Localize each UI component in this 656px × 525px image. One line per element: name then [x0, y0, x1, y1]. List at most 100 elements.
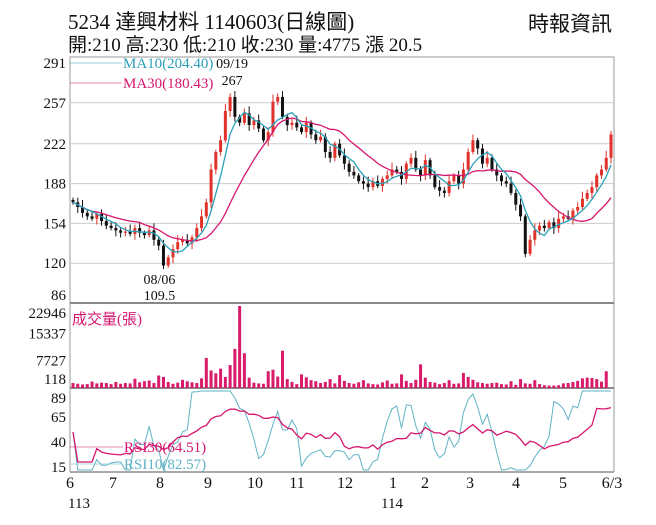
volume-bar: [204, 357, 208, 388]
x-tick-label: 4: [512, 475, 520, 492]
high-date-label: 09/19: [216, 57, 248, 72]
candle-body: [438, 187, 442, 191]
candle-body: [490, 157, 494, 170]
volume-bar: [528, 383, 532, 388]
volume-bar: [419, 364, 423, 388]
volume-bar: [366, 383, 370, 388]
candle-body: [247, 113, 251, 126]
candle-body: [204, 202, 208, 217]
candle-body: [366, 183, 370, 188]
rsi-tick-label: 65: [51, 410, 66, 426]
candle-body: [195, 228, 199, 238]
volume-bar: [209, 370, 213, 388]
volume-bar: [533, 380, 537, 388]
volume-bar: [452, 383, 456, 388]
volume-bar: [238, 306, 242, 388]
candle-body: [466, 151, 470, 170]
candle-body: [323, 136, 327, 152]
candle-body: [85, 212, 89, 217]
candle-body: [200, 216, 204, 229]
volume-bar: [223, 376, 227, 388]
volume-bar: [523, 383, 527, 388]
volume-bar: [595, 379, 599, 388]
candle-body: [238, 116, 242, 123]
candle-body: [266, 132, 270, 141]
volume-bar: [490, 383, 494, 388]
volume-bar: [352, 383, 356, 388]
volume-bar: [428, 381, 432, 388]
candle-body: [81, 207, 85, 213]
volume-bar: [181, 379, 185, 388]
volume-bar: [328, 379, 332, 388]
volume-bar: [261, 383, 265, 388]
volume-bar: [371, 384, 375, 388]
candle-body: [495, 169, 499, 176]
candle-body: [538, 225, 542, 231]
candle-body: [342, 155, 346, 164]
source-label: 時報資訊: [528, 12, 612, 36]
volume-bar: [466, 376, 470, 388]
year-label: 114: [381, 496, 403, 512]
candle-body: [523, 216, 527, 254]
volume-bar: [509, 381, 513, 388]
ma10-legend: MA10(204.40): [123, 56, 213, 72]
candle-body: [409, 157, 413, 164]
ma10-line: [72, 111, 612, 253]
candle-body: [390, 169, 394, 176]
x-tick-label: 6/3: [602, 475, 622, 492]
candle-body: [599, 169, 603, 176]
volume-bar: [304, 377, 308, 388]
chart-title: 5234 達興材料 1140603(日線圖): [68, 10, 355, 34]
price-tick-label: 222: [44, 137, 67, 153]
candle-body: [452, 175, 456, 182]
candle-body: [547, 222, 551, 229]
volume-bar: [157, 375, 161, 388]
candle-body: [290, 122, 294, 126]
candle-body: [119, 230, 123, 233]
volume-bar: [133, 378, 137, 388]
volume-bar: [309, 380, 313, 388]
low-value-label: 109.5: [144, 289, 176, 304]
candle-body: [433, 175, 437, 188]
price-tick-label: 154: [44, 216, 67, 232]
volume-bar: [480, 383, 484, 388]
volume-bar: [95, 383, 99, 388]
candle-body: [95, 214, 99, 219]
candle-body: [509, 183, 513, 193]
volume-bar: [599, 381, 603, 388]
volume-bar: [342, 380, 346, 388]
volume-bar: [561, 383, 565, 388]
volume-bar: [395, 383, 399, 388]
volume-bar: [300, 374, 304, 388]
volume-bar: [138, 382, 142, 388]
volume-bar: [347, 383, 351, 388]
candle-body: [138, 228, 142, 233]
candle-body: [423, 160, 427, 176]
candle-body: [242, 113, 246, 123]
volume-bar: [380, 382, 384, 388]
candle-body: [109, 225, 113, 229]
high-value-label: 267: [222, 74, 243, 89]
x-tick-label: 9: [204, 475, 212, 492]
volume-bar: [228, 365, 232, 388]
volume-bar: [333, 383, 337, 388]
volume-bar: [271, 369, 275, 388]
candle-body: [595, 175, 599, 188]
candle-body: [333, 143, 337, 158]
volume-bar: [71, 383, 75, 388]
volume-bar: [338, 375, 342, 388]
volume-bar: [190, 382, 194, 388]
x-tick-label: 1: [389, 475, 397, 492]
candle-body: [604, 157, 608, 170]
candle-body: [585, 192, 589, 199]
candle-body: [219, 140, 223, 152]
volume-bar: [257, 383, 261, 388]
candle-body: [280, 96, 284, 117]
volume-bar: [547, 385, 551, 388]
volume-bar: [142, 381, 146, 388]
volume-bar: [476, 382, 480, 388]
candle-body: [295, 122, 299, 128]
volume-bar: [314, 381, 318, 388]
